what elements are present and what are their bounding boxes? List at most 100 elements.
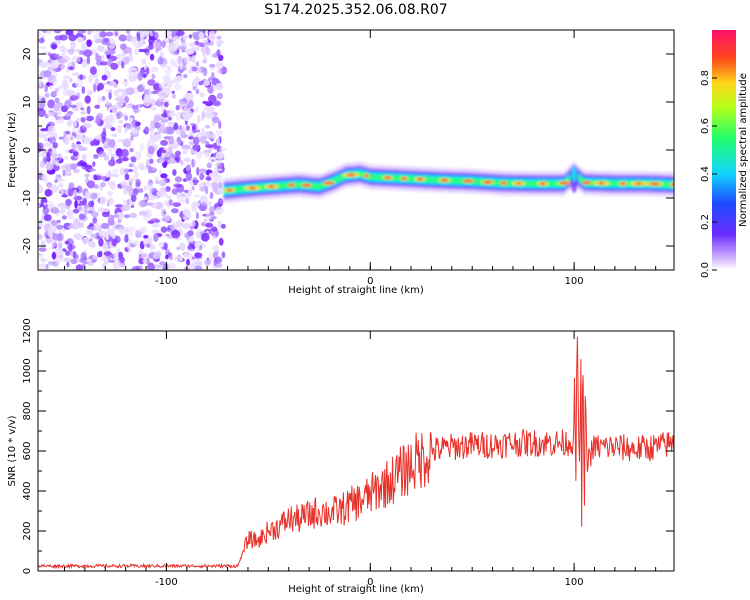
noise-speck (98, 151, 107, 158)
noise-speck (113, 90, 119, 97)
noise-speck (107, 219, 115, 226)
noise-speck (91, 30, 100, 34)
noise-speck (185, 198, 190, 205)
spectrogram-ytick-label: 0 (22, 147, 33, 153)
noise-speck (124, 115, 129, 121)
noise-speck (71, 72, 80, 76)
noise-speck (51, 220, 58, 227)
noise-speck (58, 136, 65, 140)
noise-speck (177, 198, 187, 203)
noise-speck (75, 264, 84, 270)
noise-speck (203, 79, 210, 86)
signal-disturbance-core (571, 166, 577, 182)
noise-speck (42, 206, 49, 215)
noise-speck (187, 253, 193, 260)
noise-speck (60, 190, 64, 195)
noise-speck (212, 186, 219, 193)
noise-speck (160, 139, 169, 146)
noise-speck (84, 190, 91, 200)
noise-speck (160, 149, 167, 154)
noise-speck (171, 208, 179, 214)
noise-speck (199, 172, 205, 181)
noise-speck (199, 92, 205, 98)
noise-speck (194, 252, 203, 258)
noise-speck (85, 115, 94, 122)
noise-speck (204, 130, 211, 139)
noise-speck (142, 83, 146, 88)
noise-speck (198, 32, 205, 40)
noise-speck (145, 209, 152, 218)
noise-speck (92, 161, 96, 168)
noise-speck (180, 130, 185, 136)
spectrogram-xtick-label: 100 (565, 276, 584, 287)
noise-speck (167, 121, 175, 127)
noise-speck (110, 37, 115, 45)
noise-speck (118, 34, 127, 42)
noise-speck (139, 68, 145, 76)
noise-speck (112, 214, 120, 218)
noise-speck (167, 158, 176, 164)
noise-speck (164, 76, 170, 84)
noise-speck (83, 49, 93, 57)
noise-speck (168, 135, 175, 145)
noise-speck (94, 135, 102, 140)
signal-peak (347, 173, 355, 177)
noise-speck (210, 231, 217, 236)
snr-xtick-label: 100 (565, 577, 584, 588)
snr-xtick-label: 0 (367, 577, 373, 588)
noise-speck (165, 254, 169, 260)
noise-speck (38, 94, 42, 101)
noise-speck (149, 158, 154, 164)
noise-speck (188, 34, 193, 39)
noise-speck (62, 83, 69, 89)
noise-speck (218, 237, 224, 246)
noise-speck (84, 95, 91, 104)
chart-title: S174.2025.352.06.08.R07 (264, 2, 447, 18)
noise-speck (179, 242, 186, 251)
noise-speck (172, 202, 181, 208)
noise-speck (191, 220, 196, 227)
snr-ytick-label: 200 (22, 521, 33, 540)
signal-peak (440, 178, 449, 182)
colorbar-tick-label: 0.2 (700, 214, 711, 230)
noise-speck (205, 47, 211, 56)
noise-speck (109, 89, 112, 93)
spectrogram-ytick-label: 10 (22, 96, 33, 109)
noise-speck (174, 176, 183, 183)
noise-speck (54, 87, 60, 93)
noise-speck (87, 210, 94, 214)
noise-speck (205, 186, 209, 195)
noise-speck (62, 170, 66, 177)
noise-speck (58, 243, 63, 250)
noise-speck (117, 219, 122, 223)
noise-speck (139, 143, 145, 152)
noise-speck (87, 30, 92, 36)
noise-speck (54, 53, 61, 58)
noise-speck (105, 89, 110, 93)
signal-track (223, 161, 674, 204)
noise-speck (130, 156, 137, 163)
noise-speck (196, 114, 201, 124)
noise-speck (76, 141, 81, 145)
noise-speck (114, 204, 123, 208)
noise-speck (196, 166, 200, 176)
noise-speck (93, 83, 97, 92)
noise-speck (124, 56, 130, 64)
noise-speck (64, 99, 72, 109)
noise-speck (118, 120, 124, 124)
noise-speck (175, 220, 184, 228)
noise-speck (204, 151, 210, 158)
noise-speck (208, 156, 217, 160)
noise-speck (142, 48, 149, 53)
noise-speck (68, 182, 75, 190)
noise-speck (183, 252, 189, 258)
noise-speck (47, 148, 53, 152)
noise-speck (128, 67, 138, 71)
noise-speck (64, 156, 68, 160)
noise-speck (107, 197, 115, 206)
noise-speck (67, 66, 74, 70)
snr-ytick-label: 400 (22, 481, 33, 500)
noise-speck (169, 262, 177, 270)
noise-speck (76, 117, 82, 122)
